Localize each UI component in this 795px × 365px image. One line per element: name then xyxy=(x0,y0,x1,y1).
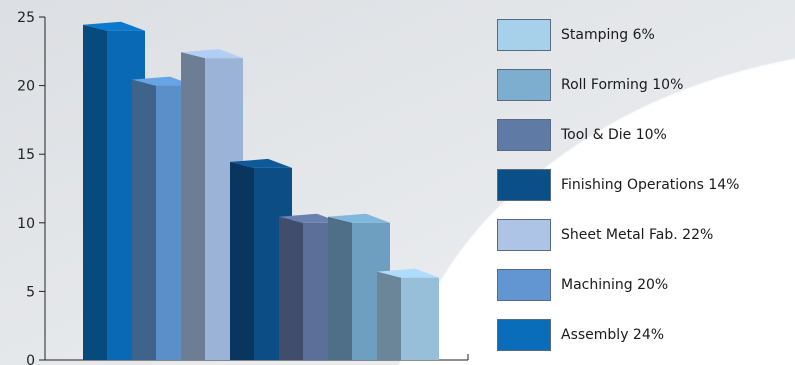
bar-stamping xyxy=(377,268,439,360)
legend-swatch xyxy=(497,269,551,301)
legend-swatch xyxy=(497,319,551,351)
bar-side-face xyxy=(279,216,303,360)
bar-side-face xyxy=(328,216,352,360)
legend-swatch xyxy=(497,219,551,251)
legend-item-sheet-metal-fab: Sheet Metal Fab. 22% xyxy=(497,218,787,252)
legend-label: Assembly 24% xyxy=(561,327,665,343)
bar-front-face xyxy=(401,277,439,360)
legend-label: Tool & Die 10% xyxy=(561,127,667,143)
legend-label: Stamping 6% xyxy=(561,27,655,43)
bar-side-face xyxy=(181,52,205,360)
bar-chart: 0 5 10 15 20 25 xyxy=(17,10,469,365)
bar-side-face xyxy=(377,271,401,360)
y-tick-label: 20 xyxy=(17,79,35,95)
bar-top-face xyxy=(279,213,341,223)
legend-label: Finishing Operations 14% xyxy=(561,177,740,193)
legend-label: Sheet Metal Fab. 22% xyxy=(561,227,714,243)
legend-item-stamping: Stamping 6% xyxy=(497,18,787,52)
legend-swatch xyxy=(497,69,551,101)
bar-top-face xyxy=(377,268,439,278)
bar-top-face xyxy=(132,76,194,86)
legend-item-finishing-operations: Finishing Operations 14% xyxy=(497,168,787,202)
legend-item-machining: Machining 20% xyxy=(497,268,787,302)
y-tick-label: 5 xyxy=(26,284,35,300)
bar-top-face xyxy=(83,21,145,31)
legend-item-assembly: Assembly 24% xyxy=(497,318,787,352)
bar-side-face xyxy=(83,24,107,360)
legend-swatch xyxy=(497,19,551,51)
bar-side-face xyxy=(132,79,156,360)
bar-top-face xyxy=(181,49,243,59)
legend-label: Machining 20% xyxy=(561,277,669,293)
y-tick-label: 25 xyxy=(17,10,35,26)
chart-legend: Stamping 6% Roll Forming 10% Tool & Die … xyxy=(497,18,787,352)
legend-item-tool-and-die: Tool & Die 10% xyxy=(497,118,787,152)
y-tick-label: 15 xyxy=(17,147,35,163)
y-tick-label: 10 xyxy=(17,216,35,232)
chart-bars xyxy=(83,21,439,360)
bar-top-face xyxy=(230,158,292,168)
bar-top-face xyxy=(328,213,390,223)
legend-swatch xyxy=(497,119,551,151)
y-tick-label: 0 xyxy=(26,353,35,365)
legend-label: Roll Forming 10% xyxy=(561,77,684,93)
bar-side-face xyxy=(230,161,254,360)
legend-item-roll-forming: Roll Forming 10% xyxy=(497,68,787,102)
legend-swatch xyxy=(497,169,551,201)
